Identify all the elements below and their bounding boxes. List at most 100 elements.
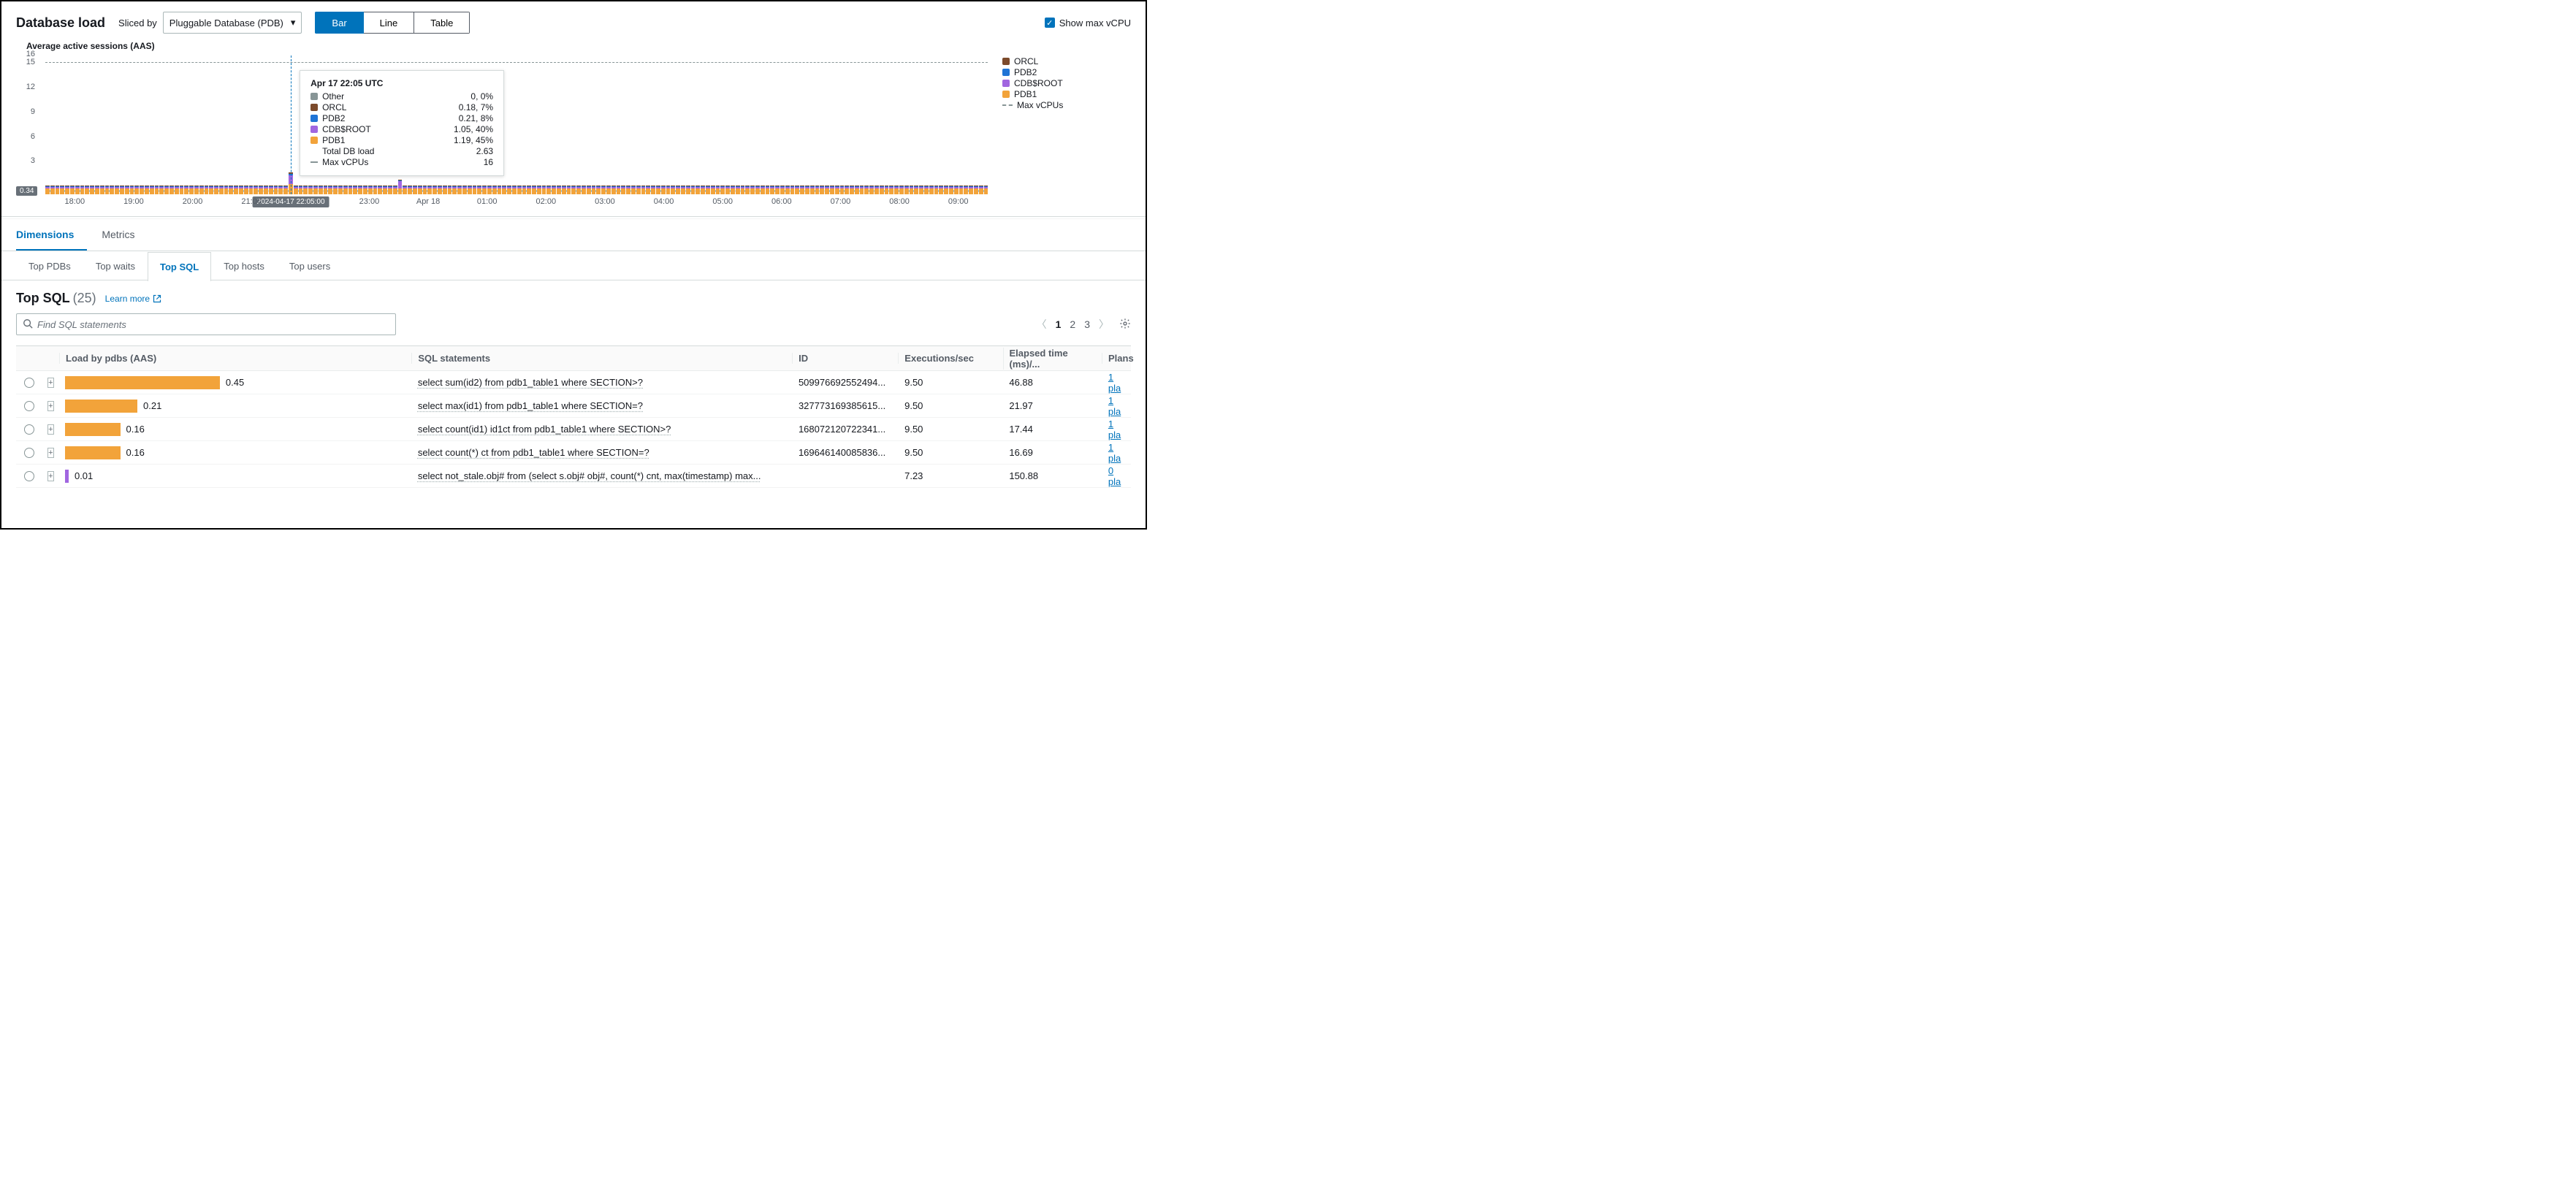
chart-bar[interactable]: [582, 186, 586, 194]
chart-bar[interactable]: [408, 186, 412, 194]
plans-link[interactable]: 1 pla: [1108, 419, 1121, 440]
chart-bar[interactable]: [641, 186, 646, 194]
chart-bar[interactable]: [984, 186, 988, 194]
expand-icon[interactable]: +: [47, 448, 53, 458]
chart-bar[interactable]: [423, 186, 427, 194]
chart-bar[interactable]: [343, 186, 348, 194]
plans-link[interactable]: 1 pla: [1108, 372, 1121, 394]
chart-bar[interactable]: [393, 186, 397, 194]
chart-bar[interactable]: [830, 186, 834, 194]
chart-bar[interactable]: [358, 186, 362, 194]
chart-bar[interactable]: [254, 186, 258, 194]
chart-bar[interactable]: [56, 186, 60, 194]
chart-bar[interactable]: [959, 186, 964, 194]
col-id[interactable]: ID: [792, 353, 898, 364]
chart-bar[interactable]: [353, 186, 357, 194]
chart-bar[interactable]: [611, 186, 616, 194]
chart-bar[interactable]: [571, 186, 576, 194]
plans-link[interactable]: 1 pla: [1108, 395, 1121, 417]
chart-bar[interactable]: [448, 186, 452, 194]
chart-bar[interactable]: [373, 186, 378, 194]
chart-bar[interactable]: [869, 186, 874, 194]
chart-bar[interactable]: [810, 186, 815, 194]
chart-bar[interactable]: [299, 186, 303, 194]
chart-bar[interactable]: [904, 186, 909, 194]
chart-bar[interactable]: [413, 186, 417, 194]
col-exec[interactable]: Executions/sec: [898, 353, 1002, 364]
chart-bar[interactable]: [755, 186, 760, 194]
chart-bar[interactable]: [105, 186, 110, 194]
chart-bar[interactable]: [328, 186, 332, 194]
tab-metrics[interactable]: Metrics: [102, 218, 148, 251]
chart-bar[interactable]: [130, 186, 134, 194]
chart-bar[interactable]: [686, 186, 690, 194]
chart-bar[interactable]: [621, 186, 625, 194]
next-page-icon[interactable]: 〉: [1099, 317, 1109, 332]
chart-bar[interactable]: [249, 186, 254, 194]
show-max-vcpu-checkbox[interactable]: ✓ Show max vCPU: [1045, 18, 1131, 28]
chart-bar[interactable]: [184, 186, 188, 194]
chart-bar[interactable]: [269, 186, 273, 194]
legend-item[interactable]: Max vCPUs: [1002, 100, 1063, 110]
subtab-top-hosts[interactable]: Top hosts: [211, 251, 277, 280]
chart-bar[interactable]: [761, 186, 765, 194]
chart-bar[interactable]: [736, 186, 740, 194]
chart-bar[interactable]: [492, 186, 497, 194]
chart-bar[interactable]: [576, 186, 581, 194]
chart-bar[interactable]: [934, 186, 939, 194]
expand-icon[interactable]: +: [47, 424, 53, 435]
chart-bar[interactable]: [775, 186, 780, 194]
chart-bar[interactable]: [150, 186, 154, 194]
chart-bar[interactable]: [264, 186, 268, 194]
chart-bar[interactable]: [50, 186, 55, 194]
chart-bar[interactable]: [378, 186, 382, 194]
chart-bar[interactable]: [880, 186, 884, 194]
chart-bar[interactable]: [825, 186, 829, 194]
prev-page-icon[interactable]: 〈: [1037, 317, 1047, 332]
chart-bar[interactable]: [209, 186, 213, 194]
chart-bar[interactable]: [924, 186, 929, 194]
chart-bar[interactable]: [840, 186, 845, 194]
chart-bar[interactable]: [294, 186, 298, 194]
subtab-top-users[interactable]: Top users: [277, 251, 343, 280]
chart-bar[interactable]: [562, 186, 566, 194]
chart-bar[interactable]: [889, 186, 893, 194]
chart-bar[interactable]: [125, 186, 129, 194]
chart-bar[interactable]: [592, 186, 596, 194]
chart-bar[interactable]: [403, 186, 407, 194]
chart-bar[interactable]: [120, 186, 124, 194]
chart-bar[interactable]: [363, 186, 367, 194]
chart-bar[interactable]: [224, 186, 229, 194]
chart-bar[interactable]: [974, 186, 978, 194]
settings-icon[interactable]: [1119, 318, 1131, 332]
chart-bar[interactable]: [910, 186, 914, 194]
chart-bar[interactable]: [557, 186, 561, 194]
line-button[interactable]: Line: [364, 12, 415, 34]
chart-bar[interactable]: [750, 186, 755, 194]
chart-bar[interactable]: [979, 186, 983, 194]
chart-bar[interactable]: [278, 186, 283, 194]
chart-bar[interactable]: [432, 186, 437, 194]
expand-icon[interactable]: +: [47, 471, 53, 481]
chart-bar[interactable]: [244, 186, 248, 194]
chart-bar[interactable]: [894, 186, 899, 194]
subtab-top-pdbs[interactable]: Top PDBs: [16, 251, 83, 280]
col-sql[interactable]: SQL statements: [411, 353, 792, 364]
chart-bar[interactable]: [766, 186, 770, 194]
chart-bar[interactable]: [731, 186, 735, 194]
table-button[interactable]: Table: [414, 12, 470, 34]
chart-bar[interactable]: [70, 186, 75, 194]
sql-statement[interactable]: select count(*) ct from pdb1_table1 wher…: [418, 447, 649, 458]
chart-bar[interactable]: [546, 186, 551, 194]
chart-bar[interactable]: [596, 186, 601, 194]
chart-bar[interactable]: [567, 186, 571, 194]
chart-bar[interactable]: [324, 186, 328, 194]
page-2[interactable]: 2: [1070, 318, 1075, 330]
chart-bar[interactable]: [507, 186, 511, 194]
chart-bar[interactable]: [636, 186, 641, 194]
chart-bar[interactable]: [850, 186, 854, 194]
chart-bar[interactable]: [929, 186, 934, 194]
chart-bar[interactable]: [338, 186, 343, 194]
chart-bar[interactable]: [522, 186, 527, 194]
chart-bar[interactable]: [115, 186, 119, 194]
